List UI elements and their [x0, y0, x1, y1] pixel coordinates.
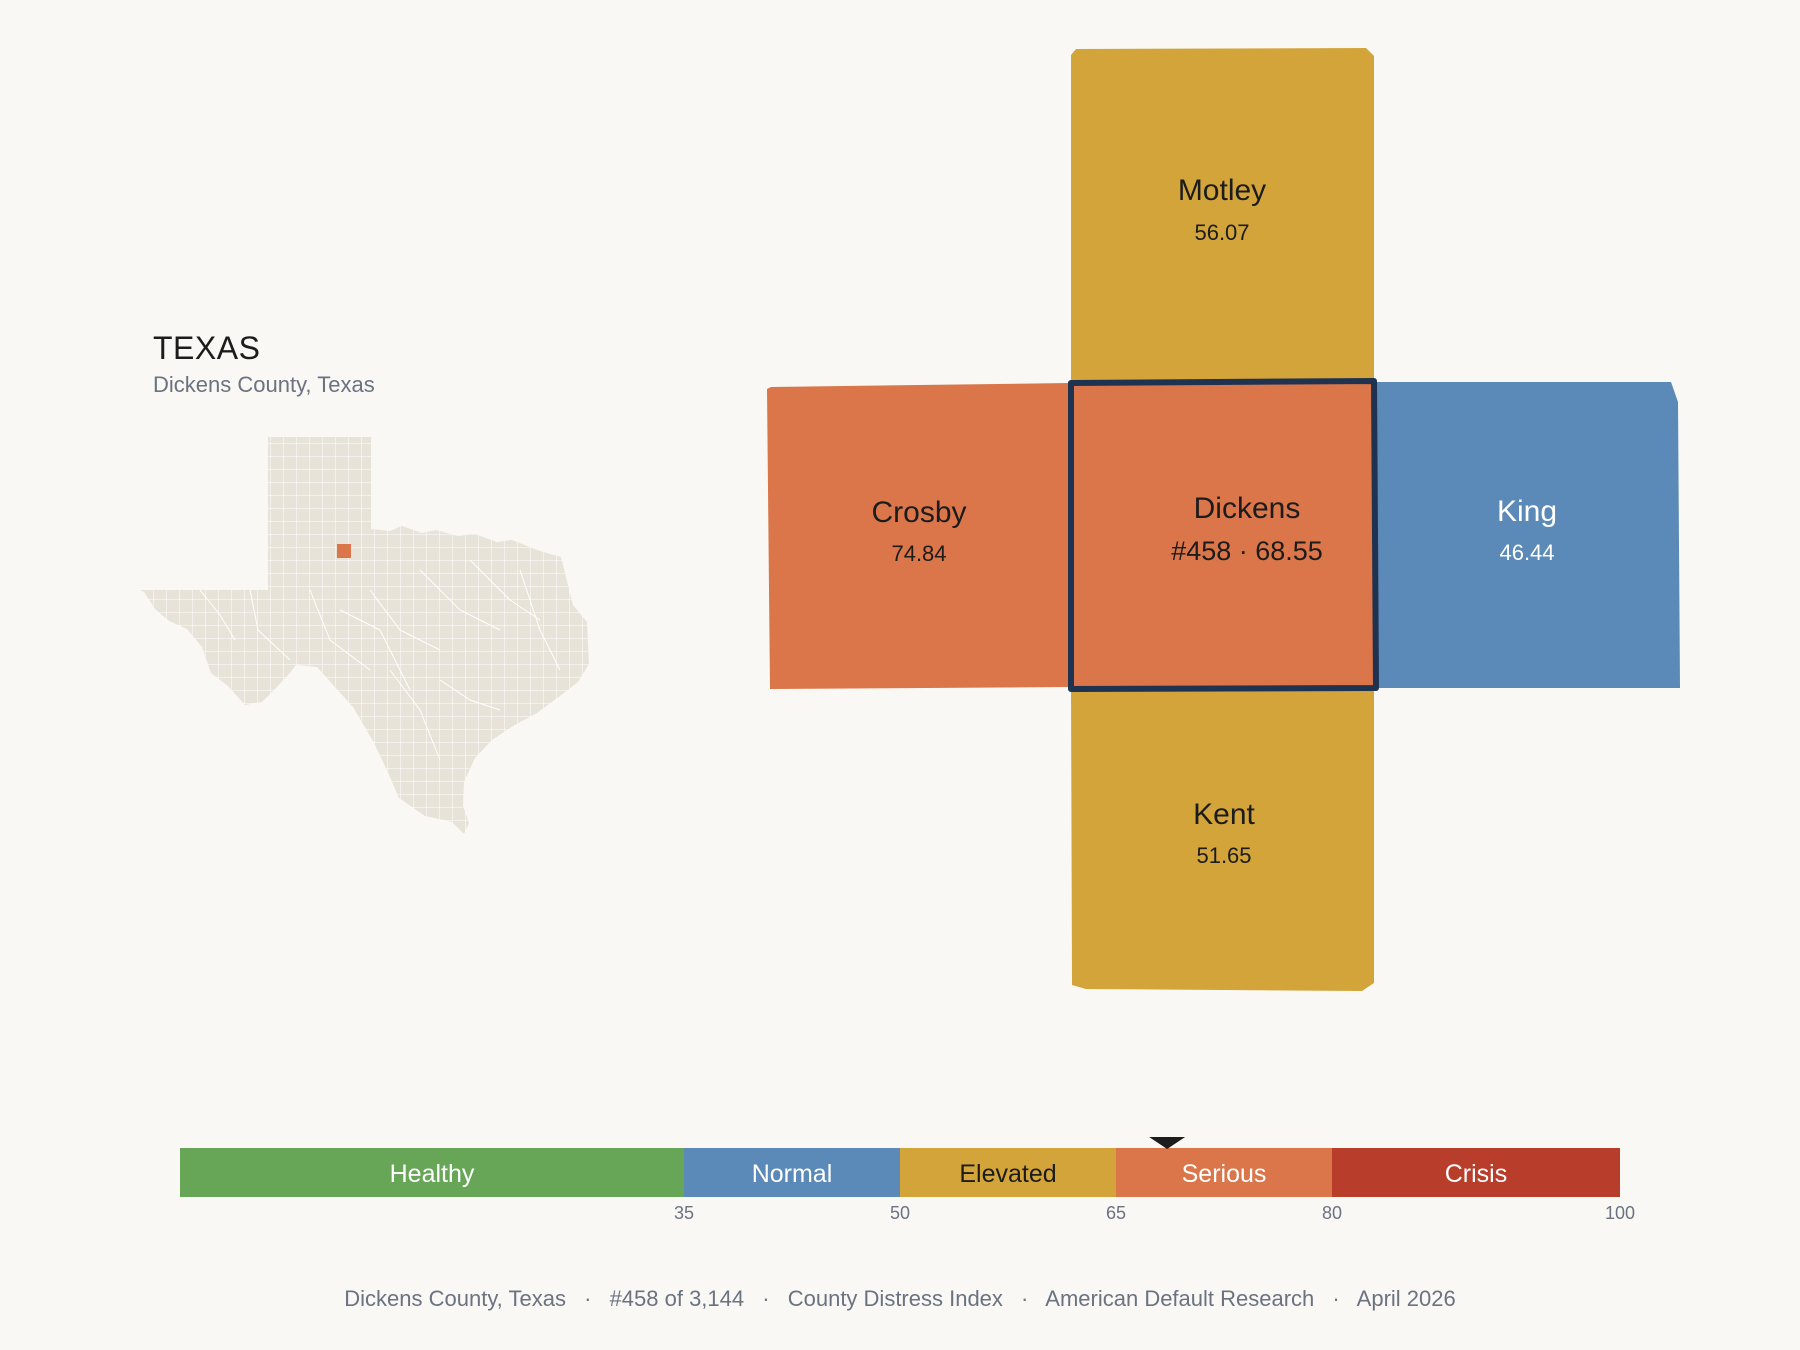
- footer-credits: Dickens County, Texas · #458 of 3,144 · …: [0, 1286, 1800, 1312]
- county-name-north: Motley: [1178, 174, 1266, 207]
- scale-label-normal: Normal: [752, 1160, 833, 1188]
- scale-segment-normal: [684, 1148, 900, 1197]
- county-name-focus: Dickens: [1194, 492, 1301, 525]
- scale-label-crisis: Crisis: [1445, 1160, 1508, 1188]
- scale-label-elevated: Elevated: [959, 1160, 1056, 1188]
- scale-tick: 100: [1605, 1203, 1635, 1223]
- county-east[interactable]: King 46.44: [1376, 382, 1680, 688]
- locator-highlight-county: [337, 544, 351, 558]
- footer-publisher: American Default Research: [1045, 1286, 1315, 1311]
- county-north[interactable]: Motley 56.07: [1071, 48, 1374, 382]
- county-value-east: 46.44: [1499, 540, 1554, 565]
- county-value-west: 74.84: [891, 541, 946, 566]
- county-south[interactable]: Kent 51.65: [1071, 688, 1374, 991]
- scale-segment-serious: [1116, 1148, 1332, 1197]
- footer-separator: ·: [762, 1286, 770, 1311]
- footer-rank: #458 of 3,144: [609, 1286, 745, 1311]
- scale-tick: 65: [1106, 1203, 1126, 1223]
- score-marker: [1149, 1137, 1186, 1149]
- footer-separator: ·: [1332, 1286, 1340, 1311]
- scale-label-healthy: Healthy: [390, 1160, 475, 1188]
- scale-tick: 50: [890, 1203, 910, 1223]
- footer-location: Dickens County, Texas: [344, 1286, 566, 1311]
- footer-index: County Distress Index: [787, 1286, 1003, 1311]
- scale-tick: 80: [1322, 1203, 1342, 1223]
- county-rank-value-focus: #458 · 68.55: [1171, 536, 1323, 566]
- footer-date: April 2026: [1356, 1286, 1456, 1311]
- county-subtitle: Dickens County, Texas: [153, 372, 375, 397]
- county-neighbor-map: Motley 56.07 Crosby 74.84 King 46.44 Ken…: [767, 48, 1680, 991]
- county-focus[interactable]: Dickens #458 · 68.55: [1068, 378, 1379, 692]
- footer-separator: ·: [1021, 1286, 1029, 1311]
- county-name-east: King: [1497, 495, 1557, 528]
- scale-segment-healthy: [180, 1148, 684, 1197]
- scale-segment-crisis: [1332, 1148, 1620, 1197]
- scale-segment-elevated: [900, 1148, 1116, 1197]
- county-value-south: 51.65: [1196, 843, 1251, 868]
- texas-locator-map: [140, 437, 589, 834]
- county-name-south: Kent: [1193, 798, 1255, 831]
- county-name-west: Crosby: [871, 496, 966, 529]
- scale-tick: 35: [674, 1203, 694, 1223]
- state-title: TEXAS: [153, 330, 261, 366]
- county-west[interactable]: Crosby 74.84: [767, 383, 1069, 689]
- footer-separator: ·: [584, 1286, 592, 1311]
- texas-state-shape: [140, 437, 589, 834]
- scale-label-serious: Serious: [1182, 1160, 1267, 1188]
- county-value-north: 56.07: [1194, 220, 1249, 245]
